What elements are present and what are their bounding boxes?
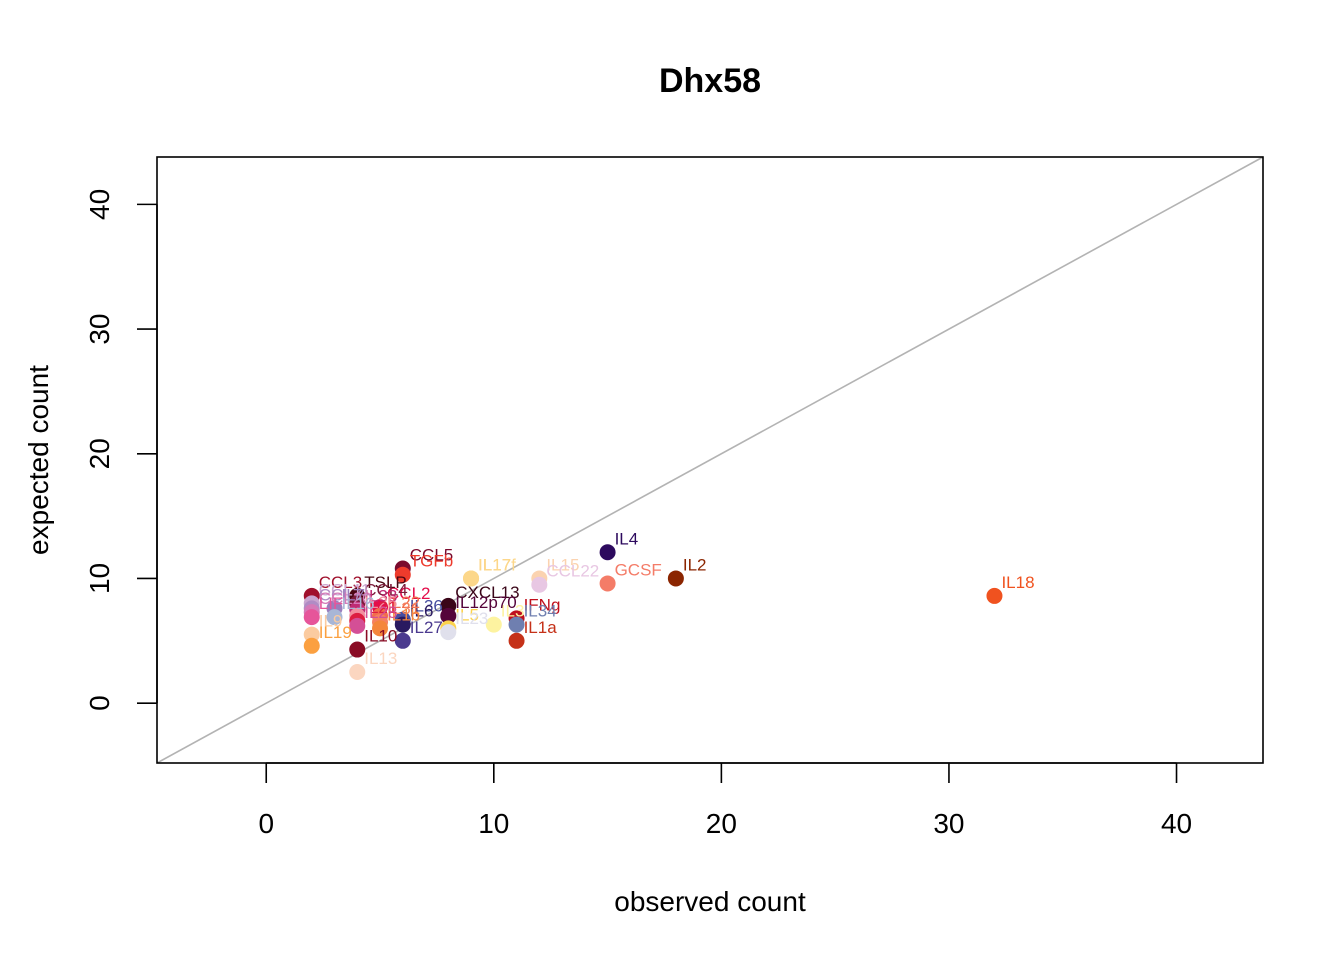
identity-reference-line — [156, 156, 1264, 764]
data-point — [326, 609, 343, 626]
x-axis: 0 10 20 30 40 — [258, 762, 1192, 839]
data-point-label: IL1b — [387, 605, 420, 624]
data-point — [372, 620, 389, 637]
data-point-label: IL17 — [478, 555, 511, 574]
data-point-label: IL4 — [615, 529, 639, 548]
data-point — [508, 616, 525, 633]
data-point-label: IL1a — [524, 618, 558, 637]
data-point-label: CCL5 — [410, 545, 453, 564]
data-point-label: TGFb — [410, 552, 453, 571]
data-point-label: CXCL13 — [455, 583, 519, 602]
data-point-label: IL2 — [683, 555, 707, 574]
data-point-label: IL21 — [364, 598, 397, 617]
data-point-label: IL36 — [410, 597, 443, 616]
x-tick-label: 10 — [478, 808, 509, 839]
data-point — [349, 617, 366, 634]
data-point-label: GCSF — [615, 560, 662, 579]
data-point-label: IL6 — [410, 602, 434, 621]
y-tick-label: 30 — [84, 313, 115, 344]
data-point — [508, 632, 525, 649]
data-point-label: IL27 — [410, 618, 443, 637]
data-point — [394, 632, 411, 649]
data-point-label: CCL7 — [319, 585, 362, 604]
y-axis-label: expected count — [23, 365, 54, 555]
data-point — [440, 624, 457, 641]
data-point — [531, 576, 548, 593]
data-point-label: IL3 — [501, 602, 525, 621]
x-tick-label: 0 — [258, 808, 274, 839]
data-point — [463, 570, 480, 587]
chart-title: Dhx58 — [659, 62, 761, 100]
data-point-label: IL17f — [478, 555, 516, 574]
data-point-label: IL7 — [342, 585, 366, 604]
data-point — [349, 663, 366, 680]
data-point-label: CCL20 — [319, 589, 372, 608]
data-point-label: IL22 — [387, 593, 420, 612]
data-point-label: CCL2 — [387, 584, 430, 603]
data-point — [394, 616, 411, 633]
data-point — [667, 570, 684, 587]
data-point-label: IL15 — [546, 555, 579, 574]
data-point-label: IL9 — [319, 612, 343, 631]
y-tick-label: 20 — [84, 438, 115, 469]
x-tick-label: 30 — [933, 808, 964, 839]
data-point-label: IL13 — [364, 649, 397, 668]
data-point-label: IL10 — [364, 627, 397, 646]
data-point-label: LIF — [319, 594, 344, 613]
x-axis-label: observed count — [614, 886, 806, 917]
data-point — [303, 637, 320, 654]
data-point — [440, 607, 457, 624]
data-point-label: IL23 — [455, 609, 488, 628]
y-tick-label: 10 — [84, 563, 115, 594]
data-point-label: IL12p70 — [455, 593, 516, 612]
points-layer — [303, 544, 1003, 680]
y-tick-label: 0 — [84, 695, 115, 711]
data-point — [349, 641, 366, 658]
y-axis: 0 10 20 30 40 — [84, 189, 158, 711]
data-point-label: IL31 — [387, 599, 420, 618]
data-point-label: IL25 — [364, 593, 397, 612]
data-point-label: IL34 — [524, 602, 557, 621]
data-point — [485, 616, 502, 633]
data-point-label: IL19 — [319, 623, 352, 642]
data-point-label: CCL3 — [319, 573, 362, 592]
data-point-label: IL18 — [1001, 573, 1034, 592]
data-point-label: IL5 — [455, 605, 479, 624]
data-point — [303, 626, 320, 643]
point-labels-layer: IL18IL2IL4GCSFIL15CCL22IFNgIL34IL1aIL17I… — [319, 529, 1035, 668]
data-point — [599, 575, 616, 592]
data-point-label: CCL22 — [546, 562, 599, 581]
data-point — [303, 609, 320, 626]
data-point — [394, 566, 411, 583]
data-point-label: IFNg — [524, 595, 561, 614]
data-point-label: CCL4 — [364, 580, 407, 599]
data-point-label: IL28 — [364, 603, 397, 622]
data-point-label: IL16 — [342, 594, 375, 613]
data-point — [986, 587, 1003, 604]
data-point — [599, 544, 616, 561]
data-point-label: CCL11 — [319, 580, 371, 599]
x-tick-label: 20 — [706, 808, 737, 839]
data-point-label: TSLP — [364, 573, 407, 592]
x-tick-label: 40 — [1161, 808, 1192, 839]
data-point-label: IL33 — [364, 587, 397, 606]
y-tick-label: 40 — [84, 189, 115, 220]
